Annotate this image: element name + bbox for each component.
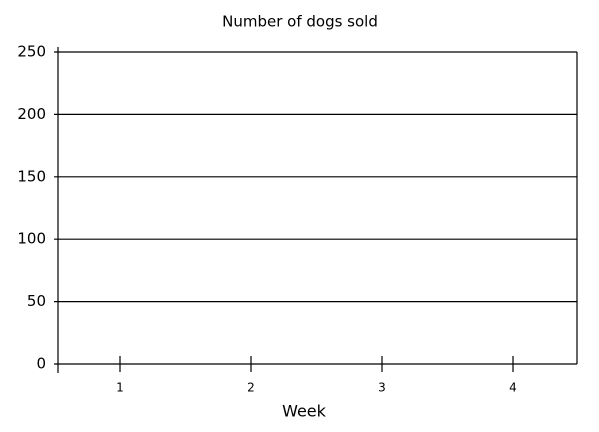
y-tick-label: 250: [17, 43, 46, 61]
x-tick-label: 2: [247, 381, 255, 395]
x-tick-label: 3: [378, 381, 386, 395]
x-tick-label: 1: [116, 381, 124, 395]
chart-title: Number of dogs sold: [222, 13, 378, 31]
y-tick-label: 50: [27, 292, 46, 310]
y-tick-label: 100: [17, 230, 46, 248]
y-tick-label: 0: [36, 355, 46, 373]
y-tick-label: 150: [17, 167, 46, 185]
y-tick-label: 200: [17, 105, 46, 123]
x-axis-label: Week: [282, 402, 327, 421]
x-tick-label: 4: [509, 381, 517, 395]
